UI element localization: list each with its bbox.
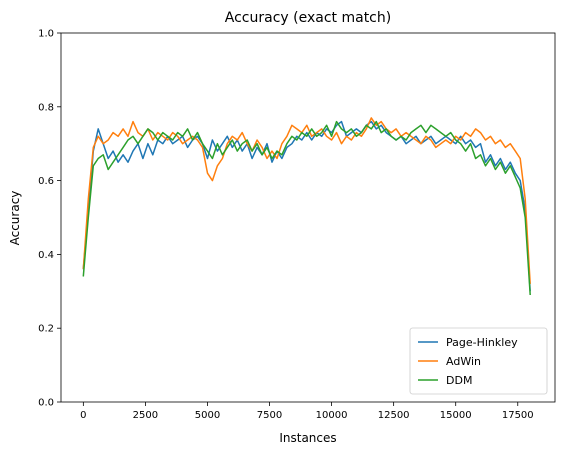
series-line-adwin xyxy=(82,117,531,284)
plot-frame xyxy=(60,32,556,403)
x-tick-label: 10000 xyxy=(316,410,348,421)
y-axis: 0.0 0.2 0.4 0.6 0.8 1.0 xyxy=(38,29,61,409)
x-tick-label: 12500 xyxy=(378,410,410,421)
x-tick-label: 5000 xyxy=(195,410,220,421)
y-tick-label: 0.0 xyxy=(38,398,54,409)
x-tick-label: 0 xyxy=(80,410,86,421)
legend-label-page-hinkley: Page-Hinkley xyxy=(446,336,518,349)
y-axis-label: Accuracy xyxy=(8,191,22,246)
x-axis-label: Instances xyxy=(279,431,336,445)
x-tick-label: 17500 xyxy=(502,410,534,421)
y-tick-label: 0.4 xyxy=(38,250,54,261)
series-layer xyxy=(82,117,531,296)
legend-label-adwin: AdWin xyxy=(446,355,481,368)
y-tick-label: 0.2 xyxy=(38,324,54,335)
y-tick-label: 0.6 xyxy=(38,176,54,187)
x-tick-label: 2500 xyxy=(133,410,158,421)
x-axis: 0 2500 5000 7500 10000 12500 15000 17500 xyxy=(80,402,534,421)
y-tick-label: 0.8 xyxy=(38,102,54,113)
legend: Page-Hinkley AdWin DDM xyxy=(409,327,548,395)
y-tick-label: 1.0 xyxy=(38,29,54,40)
x-tick-label: 15000 xyxy=(440,410,472,421)
legend-label-ddm: DDM xyxy=(446,374,472,387)
x-tick-label: 7500 xyxy=(257,410,282,421)
legend-box xyxy=(409,327,548,395)
chart-title: Accuracy (exact match) xyxy=(225,10,391,26)
series-line-ddm xyxy=(82,120,531,296)
